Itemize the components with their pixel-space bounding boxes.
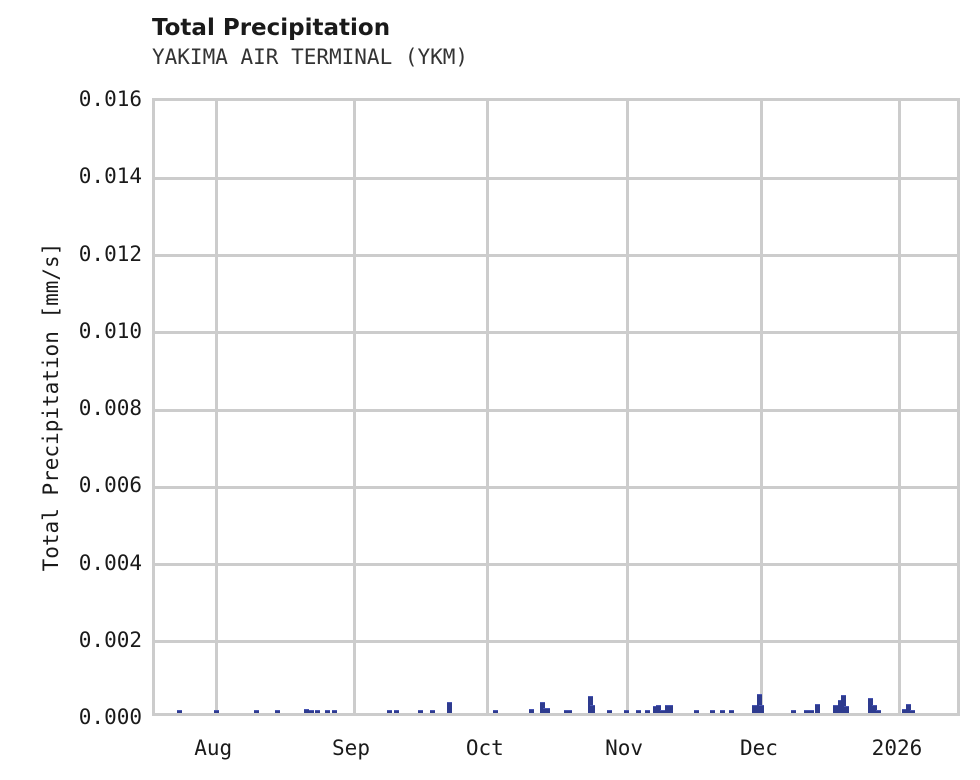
bar: [418, 710, 424, 713]
bar: [314, 710, 320, 713]
bar: [332, 710, 338, 713]
gridline-vertical: [214, 101, 218, 713]
bar: [636, 709, 642, 713]
bar: [529, 708, 535, 713]
bar: [909, 709, 915, 713]
x-tick-label: Oct: [465, 736, 504, 760]
title-block: Total Precipitation YAKIMA AIR TERMINAL …: [152, 14, 468, 72]
bar: [876, 710, 882, 713]
bar: [710, 710, 716, 713]
bar: [606, 710, 612, 713]
gridline-vertical: [352, 101, 356, 713]
gridline-vertical: [898, 101, 902, 713]
bar: [644, 710, 650, 713]
bar: [844, 706, 850, 713]
bar: [906, 704, 912, 713]
bar: [728, 710, 734, 713]
bar: [492, 709, 498, 713]
bar: [759, 704, 765, 713]
bar: [539, 702, 545, 713]
plot-area: [152, 98, 960, 716]
bar: [275, 710, 281, 713]
bar: [871, 705, 877, 713]
bar: [693, 710, 699, 713]
bar: [867, 698, 873, 713]
y-tick-label: 0.002: [78, 627, 142, 652]
bar: [803, 709, 809, 713]
bar: [253, 710, 259, 713]
bar: [563, 709, 569, 713]
bar: [590, 704, 596, 713]
gridline-horizontal: [155, 408, 957, 412]
y-tick-label: 0.014: [78, 164, 142, 189]
bar-series: [155, 101, 957, 713]
bar: [837, 700, 843, 713]
y-tick-label: 0.010: [78, 318, 142, 343]
y-axis-tick-labels: 0.000 0.002 0.004 0.006 0.008 0.010 0.012 0.014…: [0, 0, 142, 780]
gridline-horizontal: [155, 563, 957, 566]
bar: [752, 705, 758, 713]
y-tick-label: 0.006: [78, 473, 142, 498]
bar: [588, 696, 593, 713]
gridline-vertical: [486, 101, 490, 713]
y-tick-label: 0.012: [78, 241, 142, 266]
bar: [304, 708, 310, 713]
bar: [664, 704, 670, 713]
gridline-horizontal: [155, 485, 957, 489]
x-tick-label: 2026: [871, 736, 923, 760]
bar: [668, 704, 673, 713]
x-tick-label: Aug: [194, 736, 233, 760]
bar: [840, 694, 846, 713]
bar: [756, 693, 762, 713]
bar: [176, 710, 182, 713]
y-tick-label: 0.016: [78, 87, 142, 111]
gridline-horizontal: [155, 640, 957, 644]
y-tick-label: 0.000: [78, 705, 142, 729]
bar: [386, 710, 392, 713]
chart-subtitle: YAKIMA AIR TERMINAL (YKM): [152, 45, 469, 69]
y-tick-label: 0.004: [78, 550, 142, 575]
bar: [832, 704, 838, 713]
bar: [719, 710, 725, 713]
bar: [394, 710, 400, 713]
bar: [809, 710, 815, 713]
bar: [213, 710, 219, 713]
chart-title: Total Precipitation: [152, 15, 391, 41]
gridline-horizontal: [155, 331, 957, 335]
bar: [815, 704, 821, 713]
bar: [901, 709, 907, 713]
gridline-vertical: [625, 101, 629, 713]
bar: [567, 710, 572, 713]
gridline-horizontal: [155, 176, 957, 180]
bar: [790, 710, 796, 713]
x-tick-label: Dec: [740, 736, 778, 760]
x-tick-label: Nov: [605, 736, 643, 760]
y-tick-label: 0.008: [78, 396, 142, 420]
gridline-vertical: [760, 101, 764, 713]
bar: [308, 709, 314, 713]
x-tick-label: Sep: [332, 736, 370, 760]
gridline-horizontal: [155, 254, 957, 257]
bar: [545, 707, 551, 713]
bar: [655, 704, 661, 713]
bar: [623, 710, 629, 713]
bar: [429, 710, 435, 713]
bar: [659, 709, 665, 713]
bar: [324, 710, 330, 713]
bar: [446, 702, 452, 713]
